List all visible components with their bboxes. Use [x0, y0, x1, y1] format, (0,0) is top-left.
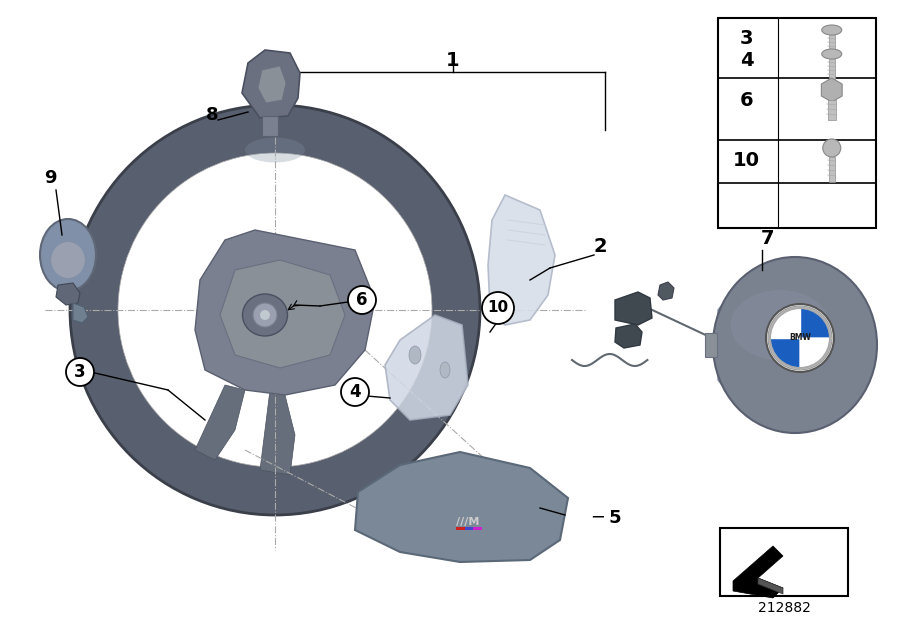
Bar	[262, 116, 278, 136]
Bar	[718, 18, 876, 228]
Text: 3: 3	[740, 28, 753, 47]
Polygon shape	[718, 290, 758, 400]
Text: ///M: ///M	[456, 517, 480, 527]
Ellipse shape	[51, 242, 85, 278]
Polygon shape	[242, 50, 300, 118]
Polygon shape	[473, 527, 482, 530]
Polygon shape	[733, 546, 783, 598]
Polygon shape	[73, 303, 88, 323]
Text: 6: 6	[356, 291, 368, 309]
Circle shape	[482, 292, 514, 324]
Bar	[828, 100, 836, 120]
Ellipse shape	[731, 290, 829, 360]
Ellipse shape	[822, 49, 842, 59]
Text: 10: 10	[488, 300, 508, 316]
Circle shape	[253, 303, 277, 327]
Text: 4: 4	[740, 52, 753, 71]
Polygon shape	[56, 283, 80, 305]
Text: ─ 5: ─ 5	[592, 509, 622, 527]
Wedge shape	[800, 338, 830, 368]
Text: 212882: 212882	[758, 601, 810, 615]
Polygon shape	[385, 315, 468, 420]
Text: 6: 6	[740, 90, 753, 110]
Polygon shape	[615, 324, 642, 348]
Circle shape	[341, 378, 369, 406]
Circle shape	[766, 304, 834, 372]
Polygon shape	[195, 385, 245, 460]
Bar	[829, 35, 835, 57]
Wedge shape	[800, 308, 830, 338]
Ellipse shape	[440, 362, 450, 378]
Ellipse shape	[409, 346, 421, 364]
Polygon shape	[220, 260, 345, 368]
Text: 8: 8	[206, 106, 219, 124]
Polygon shape	[456, 527, 482, 530]
Polygon shape	[488, 195, 555, 325]
Circle shape	[768, 306, 832, 370]
Ellipse shape	[242, 294, 287, 336]
Polygon shape	[615, 292, 652, 325]
Wedge shape	[770, 308, 800, 338]
Ellipse shape	[245, 138, 305, 163]
Text: 3: 3	[74, 363, 86, 381]
Bar	[829, 59, 835, 81]
Polygon shape	[658, 282, 674, 300]
Text: 10: 10	[733, 151, 760, 170]
Bar	[829, 157, 835, 182]
Text: BMW: BMW	[789, 334, 811, 343]
Polygon shape	[355, 452, 568, 562]
Text: 7: 7	[761, 228, 775, 247]
Ellipse shape	[822, 25, 842, 35]
Bar	[705, 333, 717, 357]
Polygon shape	[758, 578, 783, 594]
Text: 9: 9	[44, 169, 56, 187]
Ellipse shape	[40, 219, 96, 291]
Circle shape	[260, 310, 270, 320]
Polygon shape	[195, 230, 375, 395]
Polygon shape	[456, 527, 465, 530]
Ellipse shape	[118, 153, 432, 467]
Text: 2: 2	[593, 237, 607, 256]
Ellipse shape	[713, 257, 877, 433]
Wedge shape	[770, 338, 800, 368]
Text: 1: 1	[446, 50, 460, 69]
Polygon shape	[258, 66, 286, 103]
Bar	[720, 528, 848, 596]
Ellipse shape	[70, 105, 480, 515]
Polygon shape	[260, 390, 295, 475]
Circle shape	[348, 286, 376, 314]
Circle shape	[66, 358, 94, 386]
Text: 4: 4	[349, 383, 361, 401]
Circle shape	[823, 139, 841, 157]
